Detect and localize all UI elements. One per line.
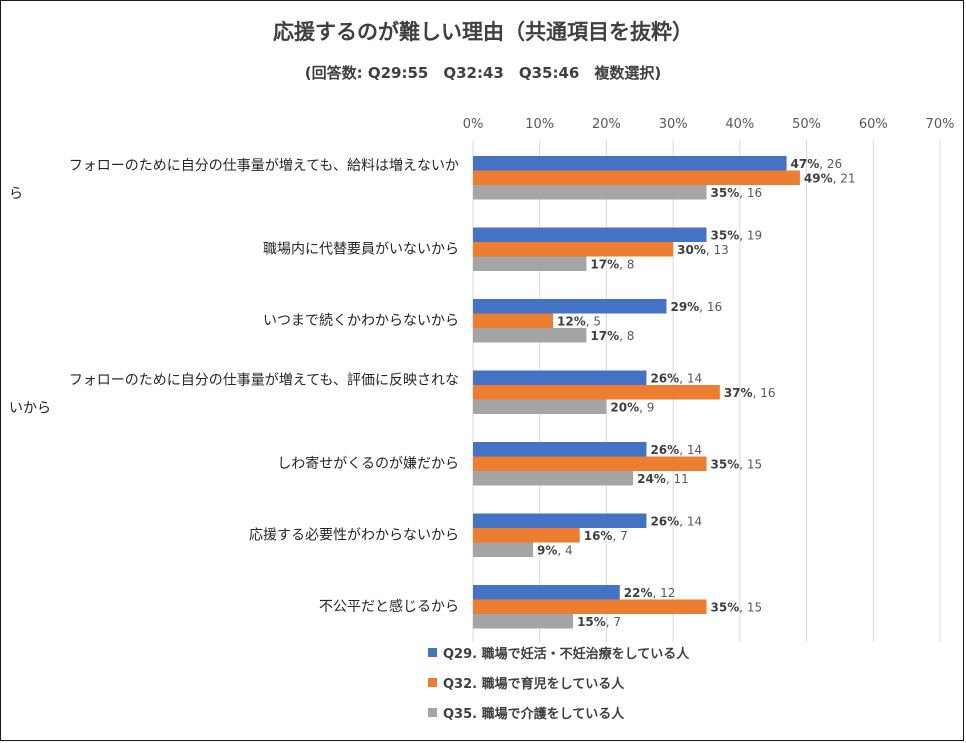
legend-swatch-q35	[428, 707, 437, 717]
category-label: 職場内に代替要員がいないから	[263, 242, 459, 258]
data-label: 26%, 14	[650, 443, 702, 457]
bar	[473, 256, 587, 271]
x-tick-label: 50%	[792, 117, 821, 132]
bar	[473, 614, 574, 629]
data-label: 9%, 4	[537, 543, 573, 557]
legend-swatch-q29	[428, 647, 437, 657]
legend-label-q32: Q32. 職場で育児をしている人	[443, 676, 625, 692]
bar	[473, 542, 534, 557]
chart-subtitle: (回答数: Q29:55 Q32:43 Q35:46 複数選択)	[304, 64, 662, 82]
data-label: 26%, 14	[650, 371, 702, 385]
bar	[473, 513, 647, 528]
bar	[473, 585, 620, 600]
data-label: 35%, 19	[711, 228, 763, 242]
category-label: いつまで続くかわからないから	[263, 312, 459, 329]
bar	[473, 299, 667, 314]
bar	[473, 456, 707, 471]
bar	[473, 471, 634, 486]
bar	[473, 242, 674, 257]
data-label: 16%, 7	[584, 529, 628, 543]
bar	[473, 185, 707, 200]
data-label: 47%, 26	[791, 157, 843, 171]
legend: Q29. 職場で妊活・不妊治療をしている人 Q32. 職場で育児をしている人 Q…	[428, 640, 689, 730]
data-label: 12%, 5	[557, 314, 601, 328]
bar	[473, 227, 707, 242]
data-label: 35%, 15	[711, 457, 763, 471]
bar	[473, 528, 580, 543]
data-label: 37%, 16	[724, 386, 776, 400]
data-label: 35%, 16	[711, 186, 763, 200]
legend-item-q35: Q35. 職場で介護をしている人	[428, 700, 689, 724]
bar	[473, 399, 607, 414]
bar	[473, 156, 787, 171]
data-label: 26%, 14	[650, 514, 702, 528]
legend-item-q32: Q32. 職場で育児をしている人	[428, 670, 689, 694]
legend-item-q29: Q29. 職場で妊活・不妊治療をしている人	[428, 640, 689, 664]
legend-label-q35: Q35. 職場で介護をしている人	[443, 706, 625, 722]
x-tick-label: 20%	[592, 117, 621, 132]
category-label: フォローのために自分の仕事量が増えても、給料は増えないか	[69, 158, 459, 174]
data-label: 22%, 12	[624, 586, 676, 600]
x-tick-label: 60%	[859, 117, 888, 132]
data-label: 17%, 8	[590, 257, 634, 271]
category-label-wrap: ら	[9, 186, 23, 202]
legend-swatch-q32	[428, 677, 437, 687]
category-label: 不公平だと感じるから	[319, 598, 459, 615]
bar	[473, 385, 720, 400]
bar	[473, 370, 647, 385]
category-label: フォローのために自分の仕事量が増えても、評価に反映されな	[69, 373, 459, 389]
x-tick-label: 10%	[525, 117, 554, 132]
data-label: 24%, 11	[637, 472, 689, 486]
data-label: 30%, 13	[677, 243, 729, 257]
data-label: 17%, 8	[590, 329, 634, 343]
data-label: 15%, 7	[577, 615, 621, 629]
x-tick-label: 0%	[463, 117, 484, 132]
bar	[473, 328, 587, 343]
data-label: 20%, 9	[610, 400, 654, 414]
bar	[473, 442, 647, 457]
data-label: 29%, 16	[670, 300, 722, 314]
category-label: しわ寄せがくるのが嫌だから	[277, 455, 459, 472]
x-tick-label: 70%	[926, 117, 955, 132]
x-tick-label: 40%	[725, 117, 754, 132]
bar	[473, 599, 707, 614]
data-label: 35%, 15	[711, 600, 763, 614]
legend-label-q29: Q29. 職場で妊活・不妊治療をしている人	[443, 646, 690, 662]
bar	[473, 313, 554, 328]
data-label: 49%, 21	[804, 171, 856, 185]
category-label: 応援する必要性がわからないから	[249, 528, 459, 544]
bar	[473, 170, 800, 185]
chart-title: 応援するのが難しい理由（共通項目を抜粋）	[273, 20, 693, 44]
category-label-wrap: いから	[9, 401, 51, 417]
x-tick-label: 30%	[659, 117, 688, 132]
